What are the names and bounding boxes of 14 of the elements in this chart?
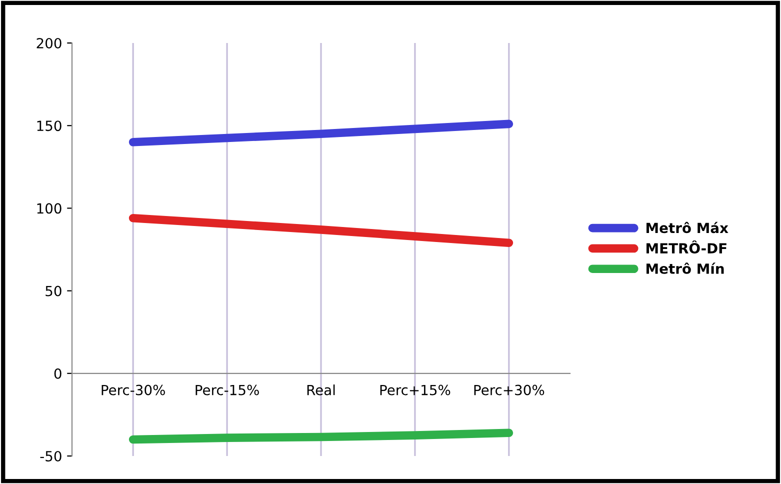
y-tick-label: 150 [37, 120, 62, 132]
x-tick-label: Perc+15% [380, 384, 450, 396]
y-tick-label: 100 [37, 203, 62, 214]
y-tick-label: -50 [40, 450, 62, 462]
x-tick-label: Perc-30% [102, 384, 165, 396]
x-tick-label: Perc+30% [474, 384, 544, 396]
legend-label: Metrô Máx [646, 222, 728, 234]
legend-label: METRÔ-DF [646, 240, 726, 254]
legend-label: Metrô Mín [646, 262, 724, 274]
y-tick-label: 50 [46, 286, 62, 296]
y-tick-label: 0 [54, 368, 62, 379]
y-tick-label: 200 [36, 38, 62, 48]
x-tick-label: Real [307, 384, 335, 396]
x-tick-label: Perc-15% [196, 384, 259, 396]
